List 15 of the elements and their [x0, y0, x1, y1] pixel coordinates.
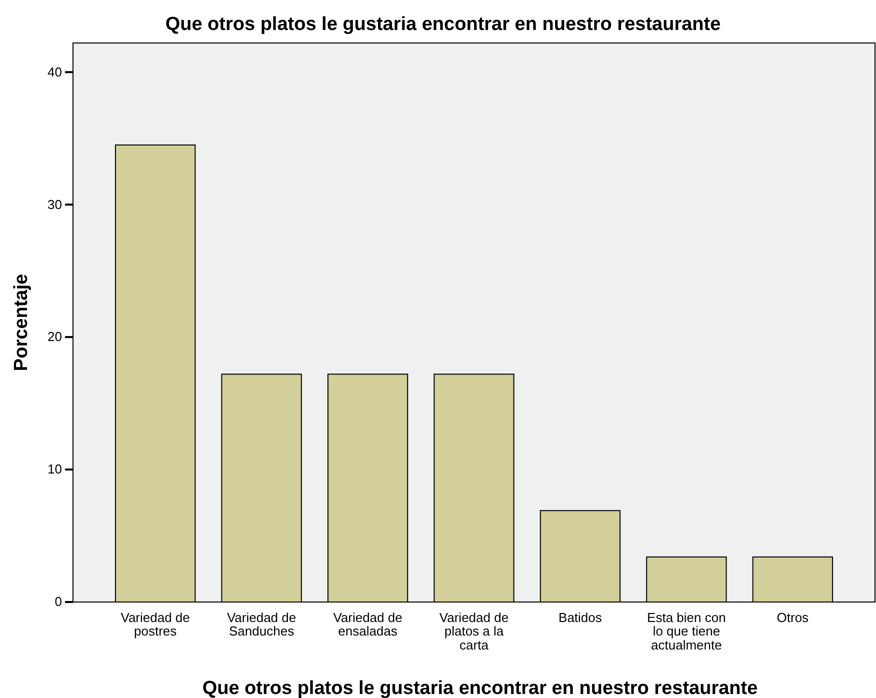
x-tick-label: Batidos [558, 610, 602, 625]
x-tick-label: Esta bien con lo que tiene actualmente [647, 610, 726, 652]
x-tick-label: Variedad de postres [120, 610, 190, 639]
y-tick-label: 40 [48, 64, 62, 80]
y-tick-label: 30 [48, 196, 62, 212]
x-tick-label: Variedad de platos a la carta [439, 610, 509, 652]
y-axis-title: Porcentaje [11, 274, 32, 372]
x-tick-label: Variedad de ensaladas [333, 610, 402, 639]
y-tick-label: 10 [48, 462, 62, 477]
x-tick-label: Variedad de Sanduches [226, 610, 296, 639]
x-axis-title: Que otros platos le gustaria encontrar en nuestro restaurante [202, 678, 758, 698]
x-tick-label: Otros [776, 610, 810, 625]
y-tick-label: 20 [48, 329, 62, 344]
y-tick-label: 0 [54, 594, 62, 610]
chart-title: Que otros platos le gustaria encontrar en nuestro restaurante [165, 14, 721, 35]
